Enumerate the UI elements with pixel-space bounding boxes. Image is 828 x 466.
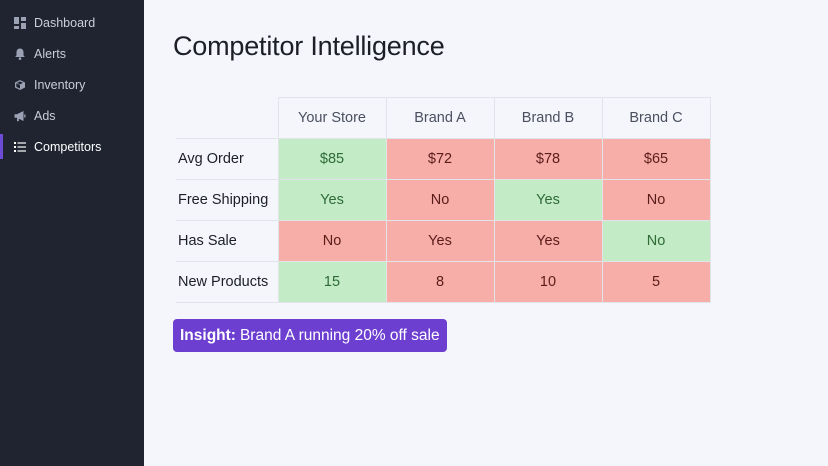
insight-text: Brand A running 20% off sale (239, 326, 440, 344)
table-cell: 8 (385, 261, 495, 303)
sidebar-item-competitors[interactable]: Competitors (0, 131, 144, 162)
column-header: Brand A (385, 97, 495, 139)
table-cell: No (385, 179, 495, 221)
table-cell: No (601, 179, 711, 221)
sidebar-item-label: Ads (34, 108, 56, 123)
table-cell: Yes (277, 179, 387, 221)
table-row: Avg Order $85 $72 $78 $65 (176, 138, 711, 180)
competitor-table: Your Store Brand A Brand B Brand C Avg O… (176, 97, 711, 303)
table-cell: 5 (601, 261, 711, 303)
sidebar-item-label: Dashboard (34, 15, 96, 30)
bell-icon (14, 48, 26, 60)
sidebar-item-dashboard[interactable]: Dashboard (0, 7, 144, 38)
insight-prefix: Insight: (180, 326, 236, 344)
table-header-row: Your Store Brand A Brand B Brand C (176, 97, 711, 139)
sidebar-item-label: Competitors (34, 139, 102, 154)
column-header: Brand B (493, 97, 603, 139)
table-cell: Yes (493, 220, 603, 262)
table-cell: $72 (385, 138, 495, 180)
dashboard-icon (14, 16, 26, 29)
sidebar-item-label: Alerts (34, 46, 66, 61)
table-corner (176, 97, 279, 139)
box-icon (14, 79, 26, 91)
megaphone-icon (14, 110, 26, 122)
table-cell: No (601, 220, 711, 262)
table-cell: No (277, 220, 387, 262)
sidebar-item-alerts[interactable]: Alerts (0, 38, 144, 69)
row-label: Avg Order (176, 138, 279, 180)
table-row: Free Shipping Yes No Yes No (176, 179, 711, 221)
table-cell: Yes (493, 179, 603, 221)
table-cell: $85 (277, 138, 387, 180)
table-row: New Products 15 8 10 5 (176, 261, 711, 303)
sidebar-item-inventory[interactable]: Inventory (0, 69, 144, 100)
table-cell: 15 (277, 261, 387, 303)
main-content: Competitor Intelligence Your Store Brand… (144, 0, 828, 466)
sidebar-item-ads[interactable]: Ads (0, 100, 144, 131)
sidebar-item-label: Inventory (34, 77, 86, 92)
table-cell: $78 (493, 138, 603, 180)
column-header: Your Store (277, 97, 387, 139)
table-row: Has Sale No Yes Yes No (176, 220, 711, 262)
table-cell: $65 (601, 138, 711, 180)
page-title: Competitor Intelligence (173, 31, 445, 61)
insight-banner: Insight: Brand A running 20% off sale (173, 319, 447, 352)
table-cell: Yes (385, 220, 495, 262)
row-label: Has Sale (176, 220, 279, 262)
list-icon (14, 141, 26, 153)
column-header: Brand C (601, 97, 711, 139)
table-cell: 10 (493, 261, 603, 303)
sidebar: Dashboard Alerts Inventory Ads Competito… (0, 0, 144, 466)
row-label: New Products (176, 261, 279, 303)
row-label: Free Shipping (176, 179, 279, 221)
